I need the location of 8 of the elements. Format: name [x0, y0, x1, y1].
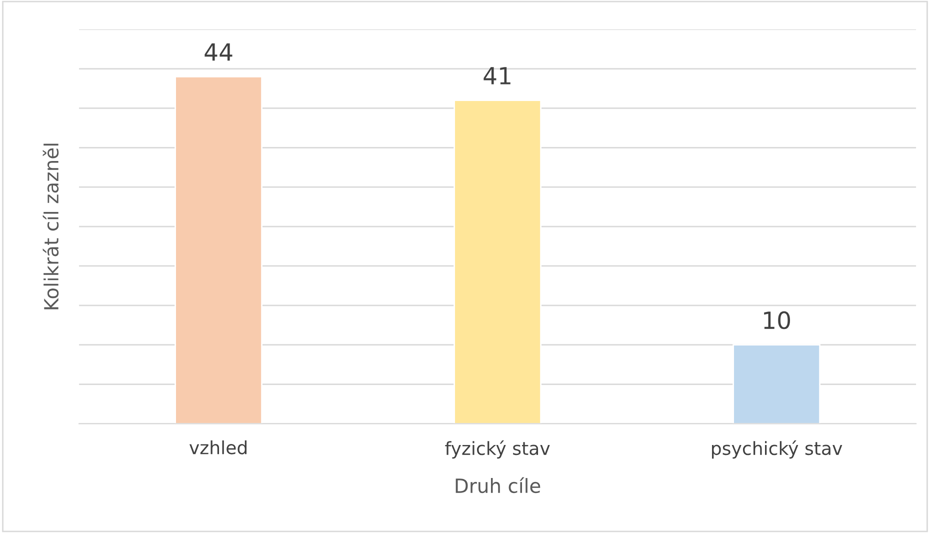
x-axis-title: Druh cíle [456, 477, 540, 494]
data-label: 44 [204, 43, 232, 61]
data-label: 10 [764, 311, 790, 330]
x-tick-label: fyzický stav [445, 440, 550, 459]
x-tick-label: psychický stav [712, 440, 842, 459]
data-label: 41 [484, 67, 510, 84]
y-axis-title: Kolikrát cíl zazněl [42, 144, 59, 310]
x-tick-label: vzhled [189, 440, 247, 454]
